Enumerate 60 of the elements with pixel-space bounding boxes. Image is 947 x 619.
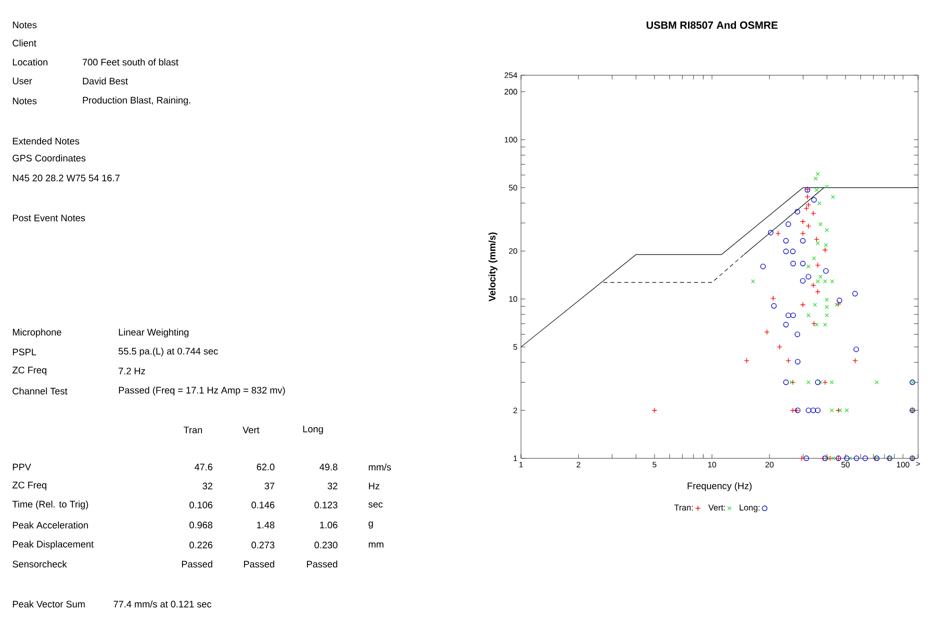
text: 1.06 (320, 522, 338, 528)
legend-label: Long: (740, 504, 760, 512)
text: 7.2 Hz (118, 368, 146, 374)
text: ZC Freq (12, 482, 46, 490)
text: Passed (Freq = 17.1 Hz Amp = 832 mv) (118, 386, 285, 396)
text: Peak Displacement (12, 540, 94, 550)
text: 0.123 (314, 502, 338, 508)
text: Passed (244, 560, 274, 568)
text: N45 20 28.2 W75 54 16.7 (12, 174, 120, 182)
text: Post Event Notes (12, 214, 85, 222)
text: Client (12, 40, 36, 46)
text: Sensorcheck (12, 560, 67, 568)
text: 37 (264, 482, 274, 490)
text: Location (12, 58, 48, 66)
text: Notes (12, 98, 37, 104)
text: 47.6 (194, 464, 212, 470)
text: 49.8 (320, 464, 338, 470)
text: 0.146 (251, 502, 274, 508)
text: Peak Acceleration (12, 522, 88, 528)
text: Linear Weighting (118, 328, 188, 338)
text: 32 (328, 482, 338, 490)
text: 32 (202, 482, 212, 490)
text: GPS Coordinates (12, 154, 86, 162)
text: 62.0 (256, 464, 274, 470)
text: 77.4 mm/s at 0.121 sec (114, 600, 212, 608)
legend-label: Vert: (708, 504, 725, 511)
text: sec (368, 502, 383, 508)
text: 0.226 (189, 542, 212, 548)
text: Peak Vector Sum (12, 600, 85, 608)
text: mm/s (368, 464, 391, 470)
text: Vert (242, 426, 260, 434)
text: User (12, 78, 32, 84)
text: g (368, 521, 373, 529)
text: PPV (12, 464, 32, 470)
text: 1.48 (257, 522, 274, 528)
x-axis-title: Frequency (Hz) (688, 482, 752, 492)
text: Passed (307, 560, 338, 568)
text: Extended Notes (12, 138, 80, 144)
text: Notes (12, 22, 37, 28)
text: 0.230 (314, 542, 338, 548)
text: 0.106 (189, 502, 212, 508)
text: Long (303, 426, 323, 434)
text: Production Blast, Raining. (82, 96, 190, 106)
legend-label: Tran: (674, 504, 693, 511)
text: 0.968 (189, 522, 212, 528)
text: Time (Rel. to Trig) (12, 500, 88, 510)
text: Tran (184, 426, 202, 434)
text: David Best (82, 78, 128, 84)
chart-title: USBM RI8507 And OSMRE (646, 21, 778, 29)
text: Channel Test (12, 388, 68, 394)
text: 0.273 (251, 542, 274, 548)
text: PSPL (12, 348, 36, 356)
text: 700 Feet south of blast (82, 58, 178, 66)
text: Microphone (12, 328, 62, 338)
text: mm (368, 542, 384, 548)
y-axis-title: Velocity (mm/s) (488, 232, 498, 302)
text: 55.5 pa.(L) at 0.744 sec (118, 348, 218, 356)
text: ZC Freq (12, 366, 46, 376)
text: Hz (368, 482, 380, 490)
text: Passed (182, 560, 212, 568)
